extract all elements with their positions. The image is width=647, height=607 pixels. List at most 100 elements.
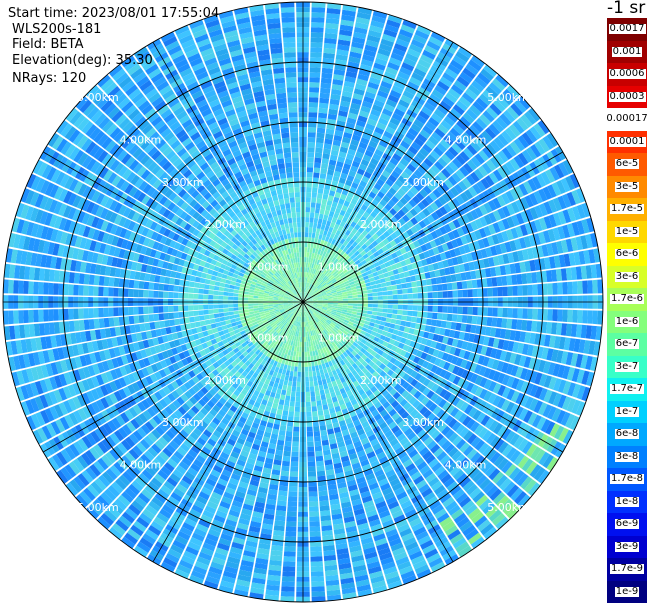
ppi-gate-cell	[304, 292, 307, 298]
ppi-gate-cell	[497, 133, 509, 147]
ppi-gate-cell	[329, 255, 334, 261]
ppi-gate-cell	[327, 302, 333, 305]
ppi-gate-cell	[457, 216, 466, 227]
ppi-gate-cell	[286, 511, 297, 517]
ppi-gate-cell	[286, 390, 291, 397]
ppi-gate-cell	[391, 195, 400, 204]
ppi-gate-cell	[285, 435, 292, 442]
ppi-gate-cell	[448, 146, 459, 157]
ppi-gate-cell	[392, 304, 398, 310]
ppi-gate-cell	[394, 166, 403, 175]
ppi-gate-cell	[413, 268, 420, 275]
ppi-gate-cell	[309, 67, 321, 73]
ppi-gate-cell	[304, 237, 308, 243]
ppi-gate-cell	[362, 303, 368, 307]
ppi-gate-cell	[351, 273, 358, 279]
ppi-gate-cell	[337, 303, 343, 305]
ppi-gate-cell	[337, 294, 343, 298]
ppi-gate-cell	[341, 266, 347, 272]
ppi-gate-cell	[324, 37, 337, 45]
ppi-gate-cell	[394, 108, 405, 118]
ppi-gate-cell	[482, 237, 490, 248]
ppi-gate-cell	[386, 235, 394, 243]
ppi-gate-cell	[344, 211, 351, 219]
ppi-gate-cell	[342, 85, 354, 93]
ppi-gate-cell	[441, 168, 451, 179]
ppi-gate-cell	[364, 226, 372, 233]
ppi-gate-cell	[297, 366, 302, 372]
ppi-gate-cell	[492, 210, 502, 221]
ppi-gate-cell	[560, 178, 571, 193]
ppi-gate-cell	[320, 168, 328, 175]
ppi-gate-cell	[488, 82, 502, 95]
ppi-gate-cell	[440, 320, 447, 328]
ppi-gate-cell	[320, 394, 326, 401]
ppi-gate-cell	[453, 80, 467, 92]
ppi-gate-cell	[305, 287, 308, 293]
ppi-gate-cell	[463, 244, 471, 254]
ppi-gate-cell	[319, 389, 325, 396]
ppi-gate-cell	[342, 252, 348, 259]
ppi-gate-cell	[417, 238, 425, 246]
ppi-gate-cell	[366, 250, 373, 257]
ppi-gate-cell	[380, 80, 393, 90]
ppi-gate-cell	[368, 140, 378, 149]
ppi-gate-cell	[320, 429, 328, 436]
ppi-gate-cell	[348, 238, 355, 245]
ppi-gate-cell	[520, 114, 533, 128]
ppi-gate-cell	[361, 132, 372, 141]
ppi-gate-cell	[370, 211, 378, 219]
ppi-gate-cell	[292, 441, 299, 447]
ppi-gate-cell	[434, 127, 446, 139]
ppi-gate-cell	[472, 101, 485, 113]
ppi-gate-cell	[421, 279, 427, 286]
ppi-gate-cell	[320, 224, 326, 230]
ppi-gate-cell	[586, 217, 595, 233]
ppi-gate-cell	[413, 204, 422, 214]
ppi-gate-cell	[317, 238, 322, 245]
ppi-gate-cell	[314, 385, 320, 392]
ppi-gate-cell	[373, 62, 386, 71]
ppi-gate-cell	[314, 269, 318, 275]
ppi-gate-cell	[353, 250, 360, 257]
ppi-gate-cell	[417, 305, 423, 311]
ppi-gate-cell	[375, 237, 383, 244]
ppi-gate-cell	[400, 94, 413, 104]
ppi-gate-cell	[321, 378, 327, 385]
ppi-gate-cell	[351, 41, 365, 49]
ppi-gate-cell	[344, 76, 356, 84]
ppi-gate-cell	[504, 241, 512, 253]
ppi-gate-cell	[366, 34, 381, 43]
ppi-gate-cell	[311, 586, 325, 592]
ppi-gate-cell	[406, 163, 417, 173]
ppi-gate-cell	[399, 272, 405, 279]
ppi-gate-cell	[310, 47, 323, 53]
ppi-gate-cell	[361, 287, 367, 291]
ppi-gate-cell	[316, 375, 322, 381]
ppi-gate-cell	[308, 283, 312, 289]
ppi-gate-cell	[449, 249, 457, 258]
ppi-gate-cell	[294, 406, 300, 412]
ppi-gate-cell	[392, 47, 406, 57]
ppi-gate-cell	[330, 149, 339, 156]
ppi-gate-cell	[326, 259, 332, 265]
ppi-gate-cell	[448, 161, 459, 172]
ppi-gate-cell	[379, 43, 393, 52]
ppi-gate-cell	[311, 273, 315, 279]
ppi-gate-cell	[365, 207, 373, 215]
ppi-gate-cell	[321, 439, 329, 446]
ppi-gate-cell	[320, 77, 332, 84]
ppi-gate-cell	[491, 317, 498, 327]
ppi-gate-cell	[413, 67, 427, 78]
ppi-gate-cell	[551, 182, 562, 196]
ppi-gate-cell	[310, 292, 315, 296]
ppi-gate-cell	[309, 526, 321, 532]
ppi-gate-cell	[307, 157, 314, 163]
ppi-gate-cell	[314, 289, 320, 294]
ppi-gate-cell	[488, 224, 496, 235]
ppi-gate-cell	[307, 451, 315, 457]
ppi-gate-cell	[375, 279, 381, 285]
ppi-gate-cell	[371, 67, 385, 76]
ppi-gate-cell	[451, 142, 463, 154]
ppi-gate-cell	[326, 247, 332, 254]
